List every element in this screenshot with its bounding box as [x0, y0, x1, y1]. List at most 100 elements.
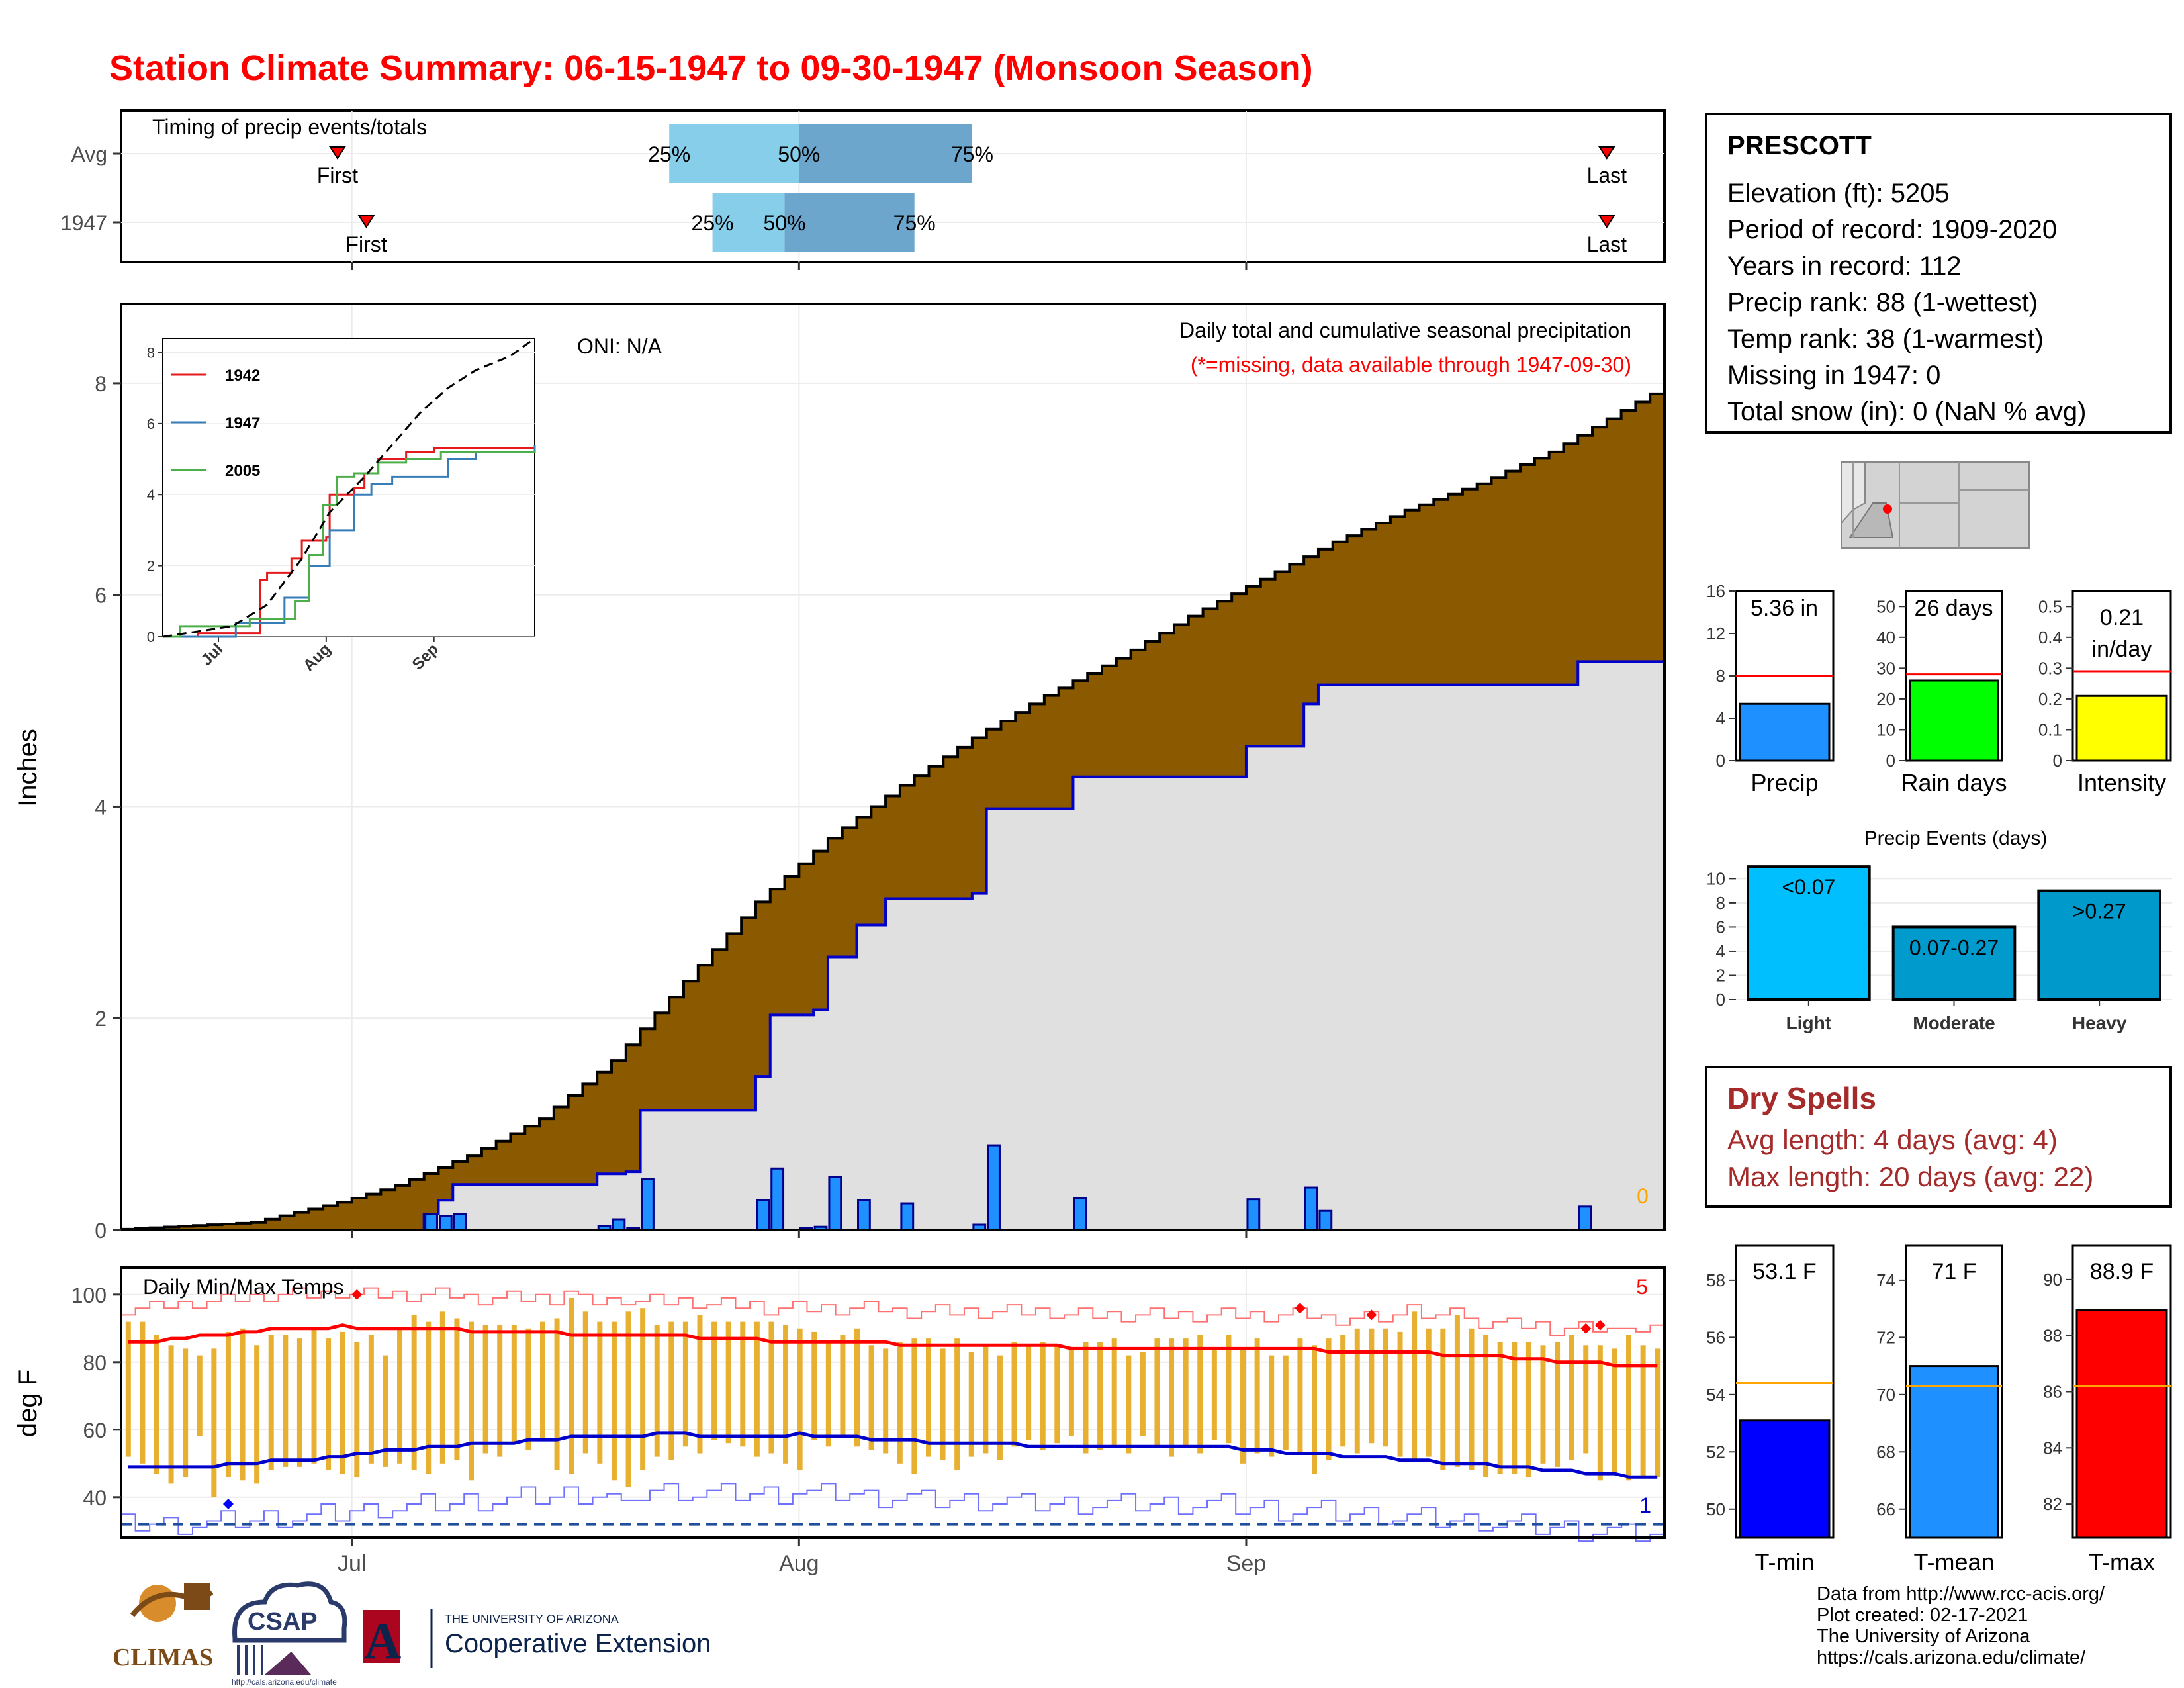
temps-daily-bar — [511, 1325, 517, 1444]
dry-spells-box: Dry Spells Avg length: 4 days (avg: 4) M… — [1705, 1066, 2172, 1208]
inset-legend-label: 1942 — [225, 367, 260, 385]
events-ytick-label: 6 — [1716, 917, 1725, 937]
precip-cumulative-avg-line — [120, 392, 1664, 1231]
temps-daily-bar — [426, 1321, 432, 1474]
temps-daily-bar — [1426, 1328, 1432, 1457]
temps-daily-bar — [1083, 1342, 1089, 1454]
summary-category-label: Precip — [1751, 769, 1818, 796]
temps-daily-bar — [283, 1335, 289, 1467]
temps-daily-bar — [1197, 1335, 1203, 1454]
temps-daily-bar — [1412, 1311, 1418, 1460]
temps-daily-bar — [211, 1348, 217, 1497]
temps-daily-bar — [911, 1338, 917, 1474]
timing-first-label: First — [345, 232, 387, 256]
temps-daily-bar — [411, 1315, 417, 1470]
temps-daily-bar — [1254, 1338, 1260, 1454]
temps-daily-bar — [654, 1325, 660, 1457]
temps-daily-bar — [625, 1311, 631, 1487]
temps-daily-bar — [1354, 1328, 1360, 1454]
temps-daily-bar — [454, 1318, 460, 1460]
temps-daily-bar — [783, 1325, 789, 1464]
station-precip-rank: Precip rank: 88 (1-wettest) — [1727, 288, 2038, 317]
temps-daily-bar — [240, 1328, 246, 1481]
temps-daily-bar — [1397, 1331, 1403, 1457]
summary-value-label: 88.9 F — [2090, 1259, 2154, 1284]
inset-legend-label: 1947 — [225, 414, 260, 432]
summary-ytick-label: 52 — [1706, 1442, 1725, 1462]
temps-daily-bar — [1011, 1342, 1017, 1447]
temps-daily-bar — [1525, 1342, 1531, 1477]
temps-daily-bar — [1126, 1355, 1132, 1454]
temps-daily-bar — [854, 1328, 860, 1447]
events-bar — [1747, 865, 1871, 1002]
temps-chart: 40 60 80 100 Jul Aug Sep Daily Min/Max Temps 5 1 d… — [13, 1266, 1666, 1576]
ua-bottom-text: Cooperative Extension — [445, 1629, 711, 1658]
station-period: Period of record: 1909-2020 — [1727, 215, 2058, 244]
summary-category-label: T-max — [2089, 1548, 2155, 1575]
summary-category-label: T-mean — [1913, 1548, 1994, 1575]
temps-daily-bar — [682, 1321, 688, 1447]
temps-daily-bar — [439, 1311, 445, 1464]
temps-daily-bar — [883, 1348, 889, 1454]
location-map — [1841, 461, 2030, 549]
summary-category-label: Intensity — [2077, 769, 2166, 796]
timing-row-label: Avg — [71, 142, 107, 166]
precip-ytick-label: 6 — [95, 584, 107, 608]
summary-ytick-label: 10 — [1876, 720, 1895, 739]
temps-daily-bar — [525, 1328, 531, 1450]
temps-daily-bar — [1269, 1355, 1275, 1457]
precip-daily-bar — [1318, 1209, 1333, 1231]
precip-subtitle: (*=missing, data available through 1947-… — [1191, 353, 1631, 377]
temps-ylabel: deg F — [13, 1370, 42, 1437]
temps-record-low-marker — [222, 1499, 234, 1509]
summary-ytick-label: 84 — [2043, 1438, 2062, 1458]
summary-ytick-label: 20 — [1876, 689, 1895, 709]
inset-ytick-label: 0 — [147, 629, 155, 645]
timing-p75-label: 75% — [893, 211, 936, 235]
inset-legend-label: 2005 — [225, 462, 260, 480]
temps-daily-bar — [1240, 1348, 1246, 1464]
summary-bar — [1739, 702, 1831, 762]
temps-daily-bar — [711, 1321, 717, 1440]
temps-daily-bar — [1026, 1345, 1032, 1440]
events-ytick-label: 0 — [1716, 990, 1725, 1009]
summary-ytick-label: 50 — [1876, 596, 1895, 616]
temps-daily-bar — [397, 1328, 403, 1464]
csap-url-text: http://cals.arizona.edu/climate — [232, 1677, 337, 1687]
inset-series-line — [163, 451, 535, 638]
timing-last-label: Last — [1587, 232, 1627, 256]
temps-daily-bar — [311, 1328, 317, 1464]
summary-ytick-label: 0 — [1886, 751, 1895, 771]
timing-chart: Timing of precip events/totals Avg 25% 50% 7… — [60, 109, 1666, 270]
events-category-label: Moderate — [1913, 1013, 1995, 1033]
station-temp-rank: Temp rank: 38 (1-warmest) — [1727, 324, 2044, 353]
summary-ytick-label: 16 — [1706, 581, 1725, 601]
temps-record-high-marker — [1594, 1319, 1606, 1331]
events-bar-label: 0.07-0.27 — [1909, 935, 1999, 959]
summary-ytick-label: 4 — [1716, 708, 1725, 728]
temps-daily-bar — [1469, 1328, 1475, 1470]
timing-first-marker — [329, 146, 346, 160]
temps-daily-bar — [1183, 1338, 1189, 1447]
temps-daily-bar — [1369, 1328, 1375, 1444]
temps-record-high-line — [121, 1287, 1664, 1336]
summary-ytick-label: 0 — [1716, 751, 1725, 771]
temps-daily-bar — [725, 1321, 731, 1444]
timing-row-label: 1947 — [60, 211, 107, 235]
credits-line: Data from http://www.rcc-acis.org/ — [1817, 1583, 2105, 1605]
events-bar — [2037, 889, 2161, 1002]
temps-daily-bar — [1340, 1335, 1346, 1447]
temps-daily-bar — [983, 1345, 989, 1454]
precip-daily-bar — [438, 1215, 453, 1231]
oni-annotation: ONI: N/A — [577, 334, 662, 358]
summary-ytick-label: 82 — [2043, 1494, 2062, 1514]
csap-logo: CSAP http://cals.arizona.edu/climate — [232, 1581, 347, 1687]
temps-daily-bar — [811, 1331, 817, 1440]
precip-ytick-label: 0 — [95, 1219, 107, 1243]
temps-daily-bar — [1040, 1342, 1046, 1450]
temps-daily-bar — [825, 1342, 831, 1447]
summary-value-label: in/day — [2092, 637, 2152, 662]
temps-record-high-marker — [1295, 1303, 1306, 1314]
temps-record-high-marker — [1580, 1323, 1592, 1334]
temps-daily-bar — [597, 1321, 603, 1464]
